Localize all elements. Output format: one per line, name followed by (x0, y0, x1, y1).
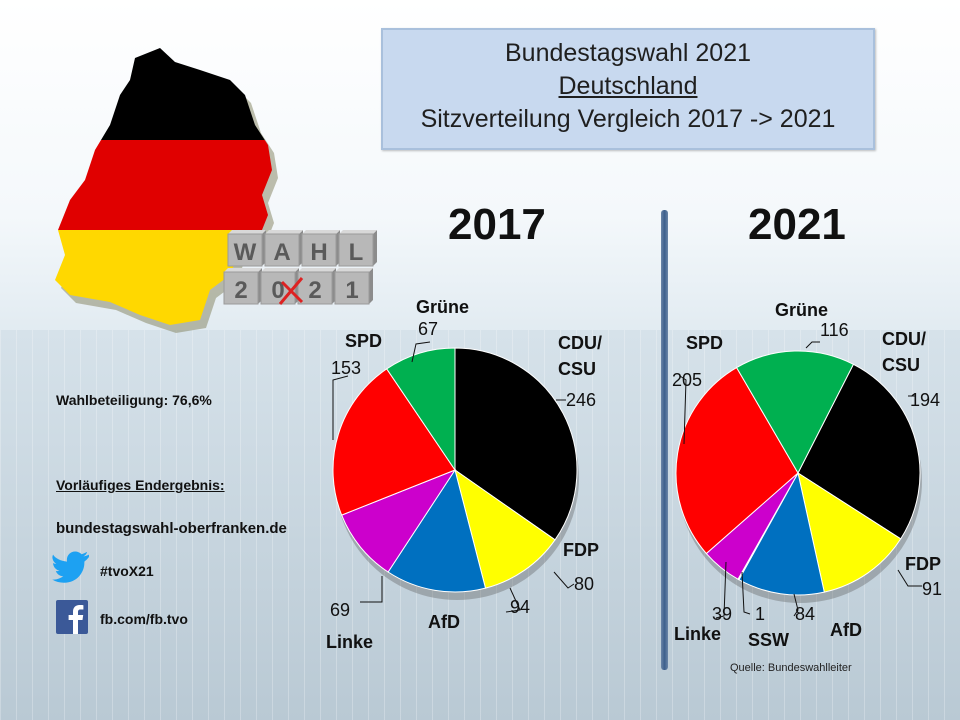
label-2021-afd: AfD (830, 620, 862, 640)
label-2021-gruene: Grüne (775, 300, 829, 320)
wahl-tile-l: L (338, 230, 377, 267)
wahl-tile-a: A (264, 230, 303, 267)
svg-text:2: 2 (234, 277, 247, 304)
year-tile-2: 2 (297, 268, 336, 305)
pie-slice-2021-afd (738, 471, 825, 596)
title-line-1: Bundestagswahl 2021 (504, 39, 752, 67)
leader-line (741, 571, 751, 615)
wahl-tile-w: W (227, 230, 266, 267)
value-2017-linke: 69 (330, 600, 351, 620)
label-2017-spd: SPD (345, 331, 383, 351)
label-2021-ssw: SSW (748, 630, 790, 650)
label-2017-cdu-csu-text: CDU/CSU (558, 333, 602, 379)
facebook-icon[interactable] (56, 600, 88, 634)
pie-chart-2017 (332, 341, 579, 613)
svg-text:1: 1 (345, 277, 358, 304)
leader-line (332, 375, 349, 440)
title-line-2: Deutschland (558, 72, 698, 100)
leader-line (360, 576, 383, 603)
value-2021-spd: 205 (672, 370, 703, 390)
value-2017-cdu-csu: 246 (566, 390, 597, 410)
value-2017-fdp: 80 (574, 574, 595, 594)
pie-chart-2021 (675, 341, 922, 619)
label-2017-linke: Linke (326, 632, 374, 652)
turnout-text: Wahlbeteiligung: 76,6% (56, 392, 212, 408)
cross-mark-icon (278, 277, 304, 305)
pie-slice-2017-linke (341, 468, 457, 573)
year-tile-0: 2 (223, 268, 262, 305)
wahl-tile-h: H (301, 230, 340, 267)
result-note: Vorläufiges Endergebnis: (56, 477, 225, 493)
svg-text:L: L (349, 239, 364, 266)
pie-slice-2021-fdp (797, 471, 902, 593)
facebook-link[interactable]: fb.com/fb.tvo (100, 611, 188, 627)
leader-line (679, 375, 687, 445)
value-2021-afd: 84 (795, 604, 816, 624)
label-2021-fdp: FDP (905, 554, 941, 574)
value-2017-afd: 94 (510, 597, 531, 617)
label-2021-cdu-csu-text: CDU/CSU (882, 329, 926, 375)
title-line-3: Sitzverteilung Vergleich 2017 -> 2021 (420, 105, 836, 133)
label-2017-gruene: Grüne (416, 297, 470, 317)
value-2021-linke: 39 (712, 604, 733, 624)
svg-text:A: A (273, 239, 290, 266)
label-2017-afd: AfD (428, 612, 460, 632)
label-2021-spd: SPD (686, 333, 724, 353)
value-2021-cdu-csu: 194 (910, 390, 941, 410)
value-2021-gruene: 116 (820, 320, 849, 340)
pie-slice-2017-cdu-csu (454, 347, 578, 541)
leader-line (505, 587, 521, 613)
leader-line (553, 571, 575, 589)
leader-line (793, 593, 799, 617)
source-note: Quelle: Bundeswahlleiter (730, 662, 852, 674)
svg-text:W: W (234, 239, 257, 266)
pie-slice-2017-spd (332, 368, 456, 516)
website-link[interactable]: bundestagswahl-oberfranken.de (56, 520, 287, 537)
value-2017-spd: 153 (331, 358, 362, 378)
svg-text:H: H (310, 239, 327, 266)
value-2021-fdp: 91 (922, 579, 943, 599)
leader-line (715, 561, 727, 619)
year-2017-title: 2017 (448, 200, 546, 249)
leader-line (805, 341, 820, 349)
pie-slice-2017-fdp (454, 468, 556, 589)
value-2017-gruene: 67 (418, 319, 439, 339)
twitter-handle[interactable]: #tvoX21 (100, 563, 154, 579)
twitter-icon[interactable] (52, 551, 92, 586)
label-2017-fdp: FDP (563, 540, 599, 560)
label-2021-cdu-csu: CDU/CSU (882, 326, 926, 378)
pie-slice-2021-cdu-csu (797, 363, 921, 540)
svg-text:2: 2 (308, 277, 321, 304)
pie-slice-2021-spd (675, 366, 799, 555)
value-2021-ssw: 1 (755, 604, 766, 624)
divider-line (661, 210, 668, 670)
pie-slice-2017-gruene (386, 347, 456, 472)
year-tile-3: 1 (334, 268, 373, 305)
svg-text:0: 0 (271, 277, 284, 304)
year-2021-title: 2021 (748, 200, 846, 249)
pie-slice-2017-afd (387, 468, 487, 593)
leader-line (897, 569, 922, 587)
label-2021-linke: Linke (674, 624, 722, 644)
pie-slice-2021-gruene (735, 350, 855, 475)
title-box: Bundestagswahl 2021 Deutschland Sitzvert… (381, 28, 875, 150)
leader-line (411, 341, 431, 363)
wahl-2021-tiles: W A H L2 0 2 1 (223, 230, 377, 305)
label-2017-cdu-csu: CDU/CSU (558, 330, 602, 382)
